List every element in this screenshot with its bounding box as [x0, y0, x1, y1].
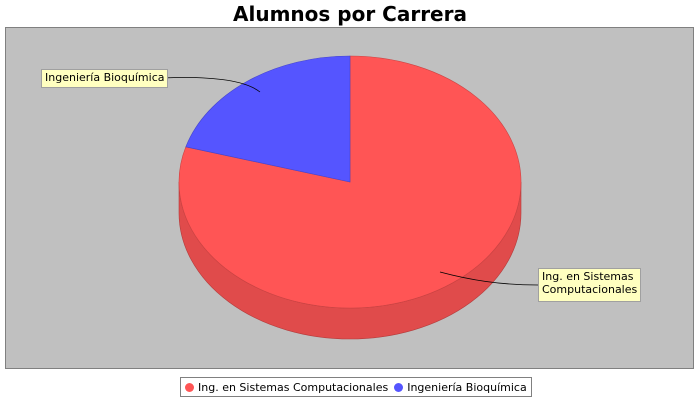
leader-line-sistemas	[439, 271, 539, 286]
slice-label-bioquimica: Ingeniería Bioquímica	[41, 69, 169, 88]
legend: Ing. en Sistemas Computacionales Ingenie…	[180, 377, 532, 397]
slice-label-sistemas-line2: Computacionales	[542, 283, 638, 296]
legend-label-bioquimica: Ingeniería Bioquímica	[407, 380, 527, 394]
legend-swatch-bioquimica	[394, 382, 404, 392]
slice-label-bioquimica-text: Ingeniería Bioquímica	[45, 71, 165, 84]
slice-label-sistemas-line1: Ing. en Sistemas	[542, 270, 634, 283]
slice-label-sistemas: Ing. en Sistemas Computacionales	[538, 268, 642, 302]
legend-item-bioquimica: Ingeniería Bioquímica	[394, 380, 527, 394]
pie-slice-1	[185, 55, 351, 183]
legend-item-sistemas: Ing. en Sistemas Computacionales	[185, 381, 388, 394]
legend-swatch-sistemas	[185, 382, 194, 392]
legend-label-sistemas: Ing. en Sistemas Computacionales	[198, 380, 389, 394]
chart-title: Alumnos por Carrera	[233, 2, 467, 26]
leader-line-bioquimica	[161, 77, 261, 93]
